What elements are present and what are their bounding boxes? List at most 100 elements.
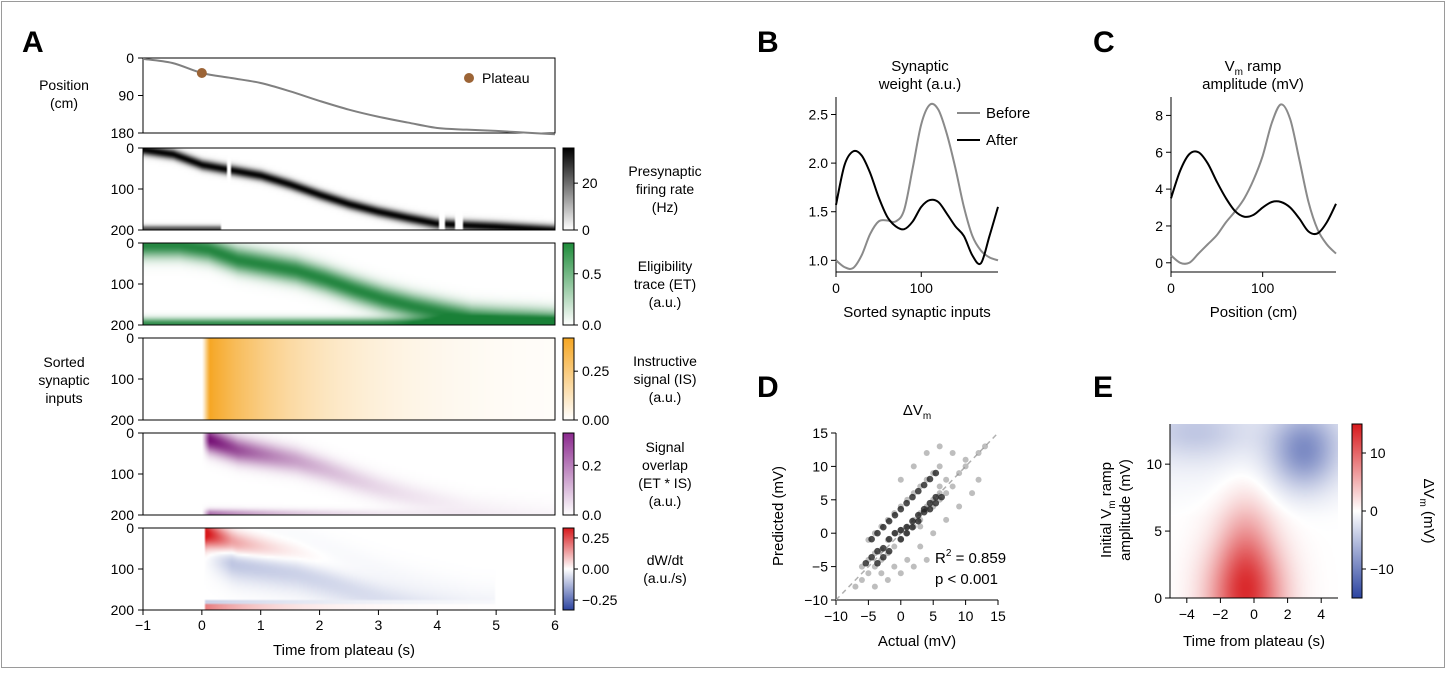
row-label-overlap: (a.u.) bbox=[649, 493, 682, 509]
panel-e-xtick-label: 4 bbox=[1317, 606, 1325, 622]
panel-d-point bbox=[917, 523, 924, 530]
panel-e-colorbar-label: ΔVm (mV) bbox=[1417, 478, 1437, 543]
panel-b-series-line-1 bbox=[835, 149, 999, 266]
heatmap-ytick-label: 0 bbox=[126, 330, 134, 346]
panel-d-xlabel: Actual (mV) bbox=[878, 633, 956, 650]
row-label-is: Instructive bbox=[633, 353, 697, 369]
panel-c-title-v: V bbox=[1225, 58, 1235, 75]
panel-b-ytick-label: 2.5 bbox=[809, 107, 829, 123]
panel-d-point-dense bbox=[891, 529, 899, 537]
position-ytick-label: 90 bbox=[118, 88, 134, 104]
panel-d-point bbox=[943, 476, 950, 483]
panel-e-ytick-label: 0 bbox=[1154, 590, 1162, 606]
panel-d-xtick-label: 10 bbox=[958, 608, 974, 624]
panel-c-series-line-1 bbox=[1170, 150, 1337, 236]
panel-c-title-sub: m bbox=[1235, 67, 1243, 78]
panel-letter-a: A bbox=[22, 26, 44, 59]
panel-d-point bbox=[969, 490, 976, 497]
colorbar-overlap bbox=[562, 432, 575, 516]
panel-d-point-dense bbox=[903, 529, 910, 537]
panel-d-point-dense bbox=[914, 487, 922, 495]
panel-e-colorbar-tick-label: 10 bbox=[1370, 445, 1386, 461]
heatmap-ytick-label: 0 bbox=[126, 235, 134, 251]
panel-d-ytick-label: −10 bbox=[804, 592, 828, 608]
panel-d-xtick-label: 5 bbox=[929, 608, 937, 624]
panel-letter-b: B bbox=[757, 26, 779, 59]
panel-d-point-dense bbox=[914, 511, 922, 519]
row-label-et: Eligibility bbox=[638, 258, 692, 274]
panel-d-point-dense bbox=[926, 475, 934, 483]
colorbar-tick-label: 0.00 bbox=[582, 561, 609, 577]
sorted-inputs-label-line1: Sorted bbox=[43, 354, 84, 370]
panel-c-ytick-label: 2 bbox=[1155, 218, 1163, 234]
panel-e-ylabel-rest: ramp bbox=[1098, 462, 1115, 500]
panel-b-xtick-label: 0 bbox=[832, 280, 840, 296]
heatmap-overlap bbox=[143, 433, 555, 515]
panel-d-point-dense bbox=[862, 559, 870, 567]
panel-c-xtick-label: 100 bbox=[1251, 280, 1275, 296]
sorted-inputs-label-line2: synaptic bbox=[38, 372, 89, 388]
panel-b-ytick-label: 1.0 bbox=[809, 252, 829, 268]
panel-d-point bbox=[975, 450, 982, 457]
position-ytick-label: 180 bbox=[111, 125, 135, 141]
heatmap-presyn bbox=[143, 148, 555, 230]
heatmap-is bbox=[143, 338, 555, 420]
heatmap-ytick-label: 0 bbox=[126, 140, 134, 156]
heatmap-ytick-label: 200 bbox=[111, 602, 135, 618]
position-trace-line bbox=[142, 57, 556, 136]
panel-d-point bbox=[923, 450, 930, 457]
panel-d-point-dense bbox=[926, 499, 934, 507]
colorbar-tick-label: 20 bbox=[582, 175, 598, 191]
panel-d-ytick-label: 15 bbox=[812, 425, 828, 441]
panel-d-p-annotation: p < 0.001 bbox=[935, 571, 998, 588]
panel-e-colorbar-tick-label: 0 bbox=[1370, 503, 1378, 519]
plateau-legend-marker bbox=[464, 73, 474, 83]
colorbar-tick-label: 0.25 bbox=[582, 363, 609, 379]
heatmap-ytick-label: 0 bbox=[126, 425, 134, 441]
panel-d-point-dense bbox=[920, 481, 928, 489]
panel-d-point-dense bbox=[874, 559, 881, 567]
colorbar-tick-label: 0.25 bbox=[582, 530, 609, 546]
row-label-et: (a.u.) bbox=[649, 294, 682, 310]
colorbar-tick-label: 0.5 bbox=[582, 266, 602, 282]
panel-d-point bbox=[891, 543, 898, 550]
panel-b-legend-label: After bbox=[986, 132, 1018, 149]
panel-d-point bbox=[917, 543, 924, 550]
time-xtick-label: 5 bbox=[492, 617, 500, 633]
panel-d-point bbox=[852, 583, 859, 590]
panel-d-point bbox=[943, 516, 950, 523]
panel-d-point bbox=[884, 576, 891, 583]
panel-letter-d: D bbox=[757, 371, 779, 404]
panel-b-legend-label: Before bbox=[986, 105, 1030, 122]
heatmap-ytick-label: 100 bbox=[111, 276, 135, 292]
panel-d-point-dense bbox=[874, 547, 881, 555]
panel-d-point-dense bbox=[874, 529, 881, 537]
panel-c-ytick-label: 4 bbox=[1155, 181, 1163, 197]
time-xtick-label: 0 bbox=[198, 617, 206, 633]
row-label-overlap: overlap bbox=[642, 457, 688, 473]
panel-d-point bbox=[930, 530, 937, 537]
panel-d-xtick-label: 15 bbox=[990, 608, 1006, 624]
time-xtick-label: 2 bbox=[316, 617, 324, 633]
row-label-et: trace (ET) bbox=[634, 276, 696, 292]
panel-e-cbar-sub: m bbox=[1417, 499, 1428, 507]
panel-d-point bbox=[871, 583, 878, 590]
panel-d-point bbox=[891, 563, 898, 570]
panel-c-ytick-label: 6 bbox=[1155, 144, 1163, 160]
position-ytick-label: 0 bbox=[126, 50, 134, 66]
panel-c-series-line-0 bbox=[1170, 103, 1337, 265]
heatmap-ytick-label: 200 bbox=[111, 317, 135, 333]
row-label-presyn: firing rate bbox=[636, 181, 695, 197]
panel-d-r2-prefix: R bbox=[935, 550, 946, 567]
panel-b-ytick-label: 1.5 bbox=[809, 204, 829, 220]
panel-e-ylabel-line1: Initial Vm ramp bbox=[1098, 462, 1118, 558]
panel-e-ylabel-v: Initial V bbox=[1098, 509, 1115, 558]
panel-c-xtick-label: 0 bbox=[1167, 280, 1175, 296]
heatmap-ytick-label: 0 bbox=[126, 520, 134, 536]
panel-d-point-dense bbox=[920, 505, 928, 513]
panel-e-cbar-unit: (mV) bbox=[1420, 507, 1437, 544]
panel-d-xtick-label: −5 bbox=[860, 608, 876, 624]
panel-d-point-dense bbox=[880, 544, 887, 552]
panel-d-point-dense bbox=[885, 535, 893, 543]
panel-e-xtick-label: 2 bbox=[1284, 606, 1292, 622]
